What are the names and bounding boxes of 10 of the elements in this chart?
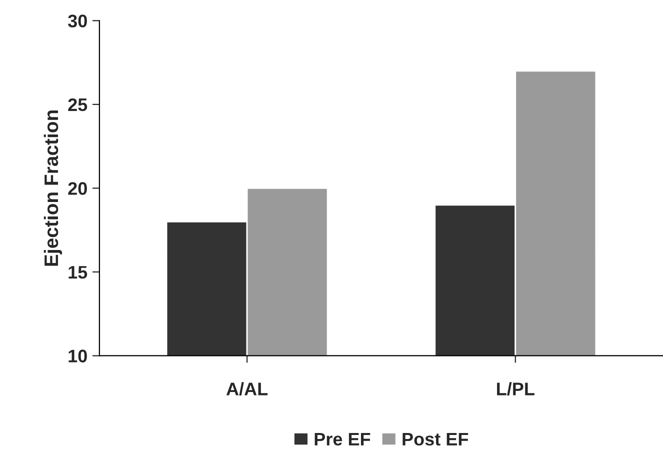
y-tick-label: 25 (68, 98, 88, 112)
x-tick-label: A/AL (226, 382, 268, 396)
y-tick-label: 20 (68, 182, 87, 195)
x-tick-label: L/PL (497, 382, 534, 396)
legend-label: Post EF (402, 432, 468, 446)
legend-label: Pre EF (314, 432, 370, 446)
y-tick-label: 10 (68, 350, 87, 362)
y-tick-label: 30 (68, 14, 87, 28)
y-tick-label: 15 (68, 266, 88, 279)
y-axis-title: Ejection Fraction (44, 110, 62, 266)
